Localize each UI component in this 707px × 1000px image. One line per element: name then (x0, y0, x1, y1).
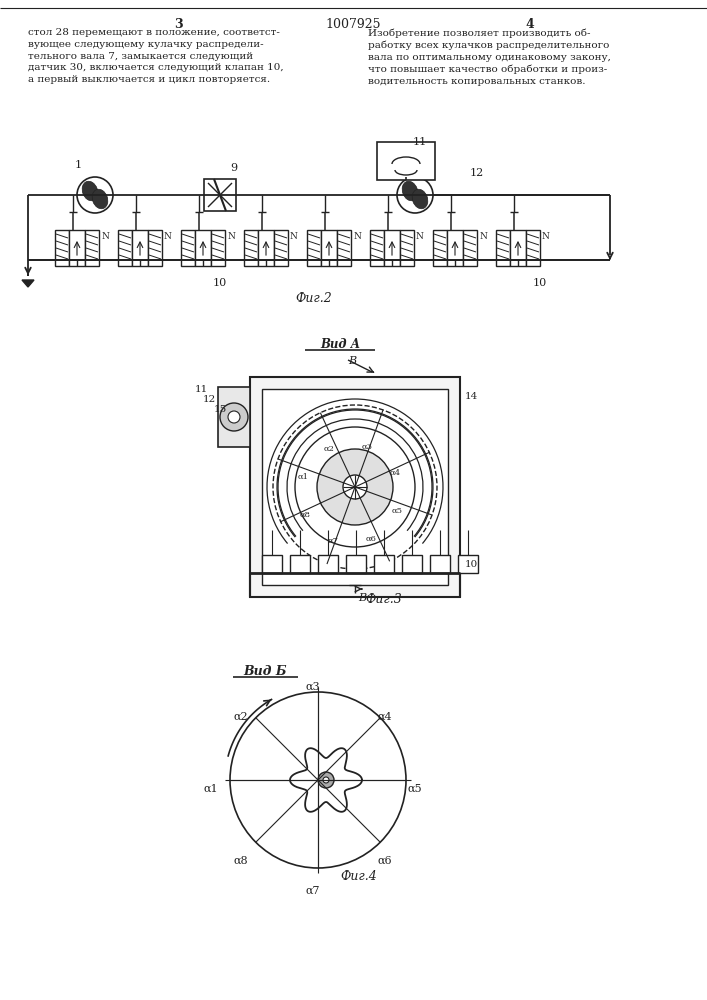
Text: N: N (290, 232, 298, 241)
Bar (318, 555, 338, 573)
Bar (132, 230, 148, 266)
Bar (262, 555, 282, 573)
Text: 11: 11 (195, 385, 209, 394)
Bar (463, 230, 477, 266)
Text: Фиг.4: Фиг.4 (340, 870, 377, 883)
Bar (377, 142, 435, 180)
Text: 10: 10 (465, 560, 478, 569)
Text: α8: α8 (299, 511, 310, 519)
Circle shape (228, 411, 240, 423)
Bar (148, 230, 162, 266)
Circle shape (77, 177, 113, 213)
Text: N: N (164, 232, 172, 241)
Bar (430, 555, 450, 573)
Circle shape (295, 427, 415, 547)
Bar (258, 230, 274, 266)
Text: стол 28 перемещают в положение, соответст-
вующее следующему кулачку распредели-: стол 28 перемещают в положение, соответс… (28, 28, 284, 84)
Text: В: В (358, 593, 366, 603)
Text: N: N (353, 232, 361, 241)
Text: В: В (348, 356, 356, 366)
Bar (274, 230, 288, 266)
Text: 14: 14 (465, 392, 478, 401)
Text: Вид А: Вид А (320, 338, 360, 351)
Circle shape (220, 403, 248, 431)
Bar (118, 230, 132, 266)
Bar (211, 230, 225, 266)
Bar (290, 555, 310, 573)
Bar (218, 387, 250, 447)
Bar (402, 555, 422, 573)
Text: N: N (101, 232, 109, 241)
Bar (374, 555, 394, 573)
Text: N: N (416, 232, 424, 241)
Bar (400, 230, 414, 266)
Text: 11: 11 (413, 137, 427, 147)
Text: 9: 9 (230, 163, 237, 173)
Text: α6: α6 (378, 856, 392, 866)
Bar (384, 230, 400, 266)
Text: α3: α3 (305, 682, 320, 692)
Bar (55, 230, 69, 266)
Text: Изобретение позволяет производить об-
работку всех кулачков распределительного
в: Изобретение позволяет производить об- ра… (368, 28, 611, 86)
Text: 15: 15 (214, 405, 227, 414)
Text: α2: α2 (323, 445, 334, 453)
Text: 4: 4 (525, 18, 534, 31)
Text: Фиг.2: Фиг.2 (295, 292, 332, 305)
Text: N: N (479, 232, 487, 241)
Circle shape (323, 777, 329, 783)
Ellipse shape (412, 189, 428, 209)
Bar (346, 555, 366, 573)
Text: α1: α1 (298, 473, 308, 481)
Text: Вид Б: Вид Б (243, 665, 287, 678)
Text: α3: α3 (361, 443, 373, 451)
Polygon shape (22, 280, 34, 287)
Bar (262, 389, 448, 585)
Bar (85, 230, 99, 266)
Circle shape (343, 475, 367, 499)
Bar (250, 377, 460, 597)
Bar (496, 230, 510, 266)
Bar (370, 230, 384, 266)
Text: N: N (227, 232, 235, 241)
Bar (204, 179, 236, 211)
Bar (69, 230, 85, 266)
Bar (433, 230, 447, 266)
Text: α7: α7 (305, 886, 320, 896)
Text: 1007925: 1007925 (325, 18, 381, 31)
Text: α5: α5 (392, 507, 402, 515)
Text: α8: α8 (233, 856, 248, 866)
Circle shape (397, 177, 433, 213)
Text: Фиг.3: Фиг.3 (365, 593, 402, 606)
Bar (307, 230, 321, 266)
Text: α6: α6 (366, 535, 377, 543)
Text: 10: 10 (533, 278, 547, 288)
Bar (195, 230, 211, 266)
Bar (337, 230, 351, 266)
Text: 1: 1 (74, 160, 81, 170)
Text: 12: 12 (203, 395, 216, 404)
Bar (526, 230, 540, 266)
Text: α4: α4 (390, 469, 401, 477)
Text: α4: α4 (378, 712, 392, 722)
Circle shape (317, 449, 393, 525)
Text: 3: 3 (174, 18, 182, 31)
Circle shape (230, 692, 406, 868)
Text: α5: α5 (408, 784, 422, 794)
Bar (510, 230, 526, 266)
Text: α7: α7 (327, 537, 339, 545)
Text: 12: 12 (470, 168, 484, 178)
Bar (321, 230, 337, 266)
Bar (181, 230, 195, 266)
Ellipse shape (82, 181, 98, 201)
Bar (244, 230, 258, 266)
Text: N: N (542, 232, 550, 241)
Bar (458, 555, 478, 573)
Text: α1: α1 (204, 784, 218, 794)
Bar (447, 230, 463, 266)
Circle shape (318, 772, 334, 788)
Text: α2: α2 (233, 712, 248, 722)
Text: 10: 10 (213, 278, 227, 288)
Ellipse shape (402, 181, 418, 201)
Ellipse shape (92, 189, 108, 209)
